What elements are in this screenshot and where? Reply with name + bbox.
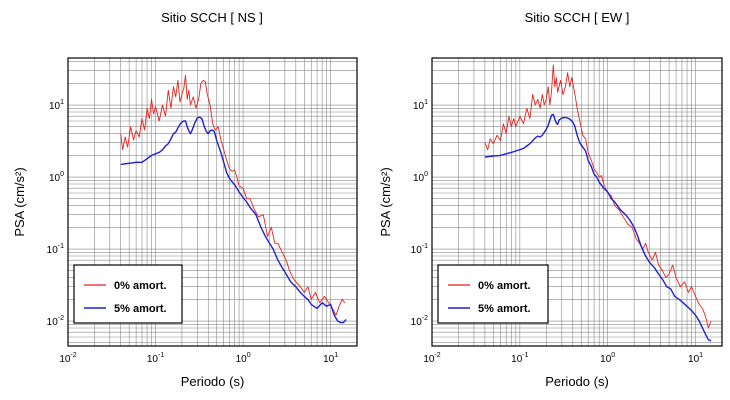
chart-panel-2: 10-2 10-1 100 101 10-2 10-1 100 101 Sitio SCCH […	[378, 10, 723, 389]
legend-box	[73, 264, 183, 324]
y-axis-label: PSA (cm/s²)	[378, 167, 393, 236]
x-tick-label: 10-2	[423, 352, 440, 365]
x-tick-label: 10-1	[511, 352, 528, 365]
chart-title: Sitio SCCH [ NS ]	[161, 10, 263, 25]
y-tick-label: 10-2	[411, 315, 428, 328]
chart-panel-1: 10-2 10-1 100 101 10-2 10-1 100 101 Sitio SCCH […	[12, 10, 358, 389]
legend-box	[437, 264, 549, 324]
x-tick-label: 101	[323, 352, 338, 365]
legend: 0% amort. 5% amort.	[437, 264, 549, 324]
y-tick-label: 10-1	[47, 243, 64, 256]
legend-label: 5% amort.	[114, 303, 167, 315]
series-line-undamped	[484, 64, 712, 329]
x-tick-label: 101	[688, 352, 703, 365]
y-tick-label: 100	[49, 171, 64, 184]
legend-label: 5% amort.	[478, 303, 531, 315]
series-line-damped	[120, 116, 347, 324]
plot-frame	[431, 57, 723, 347]
x-tick-label: 10-2	[59, 352, 76, 365]
series-line-damped	[484, 113, 712, 342]
x-tick-label: 100	[236, 352, 251, 365]
series-line-undamped	[120, 74, 346, 316]
grid	[67, 58, 358, 346]
legend-label: 0% amort.	[478, 280, 531, 292]
y-tick-label: 100	[413, 171, 428, 184]
x-axis-label: Periodo (s)	[545, 374, 609, 389]
legend: 0% amort. 5% amort.	[73, 264, 183, 324]
x-tick-label: 10-1	[147, 352, 164, 365]
chart-title: Sitio SCCH [ EW ]	[525, 10, 630, 25]
plot-frame	[67, 57, 358, 347]
x-axis-label: Periodo (s)	[181, 374, 245, 389]
y-tick-label: 10-2	[47, 315, 64, 328]
x-tick-label: 100	[600, 352, 615, 365]
y-axis-label: PSA (cm/s²)	[12, 167, 27, 236]
y-tick-label: 10-1	[411, 243, 428, 256]
y-tick-label: 101	[413, 99, 428, 112]
legend-label: 0% amort.	[114, 280, 167, 292]
y-tick-label: 101	[49, 99, 64, 112]
